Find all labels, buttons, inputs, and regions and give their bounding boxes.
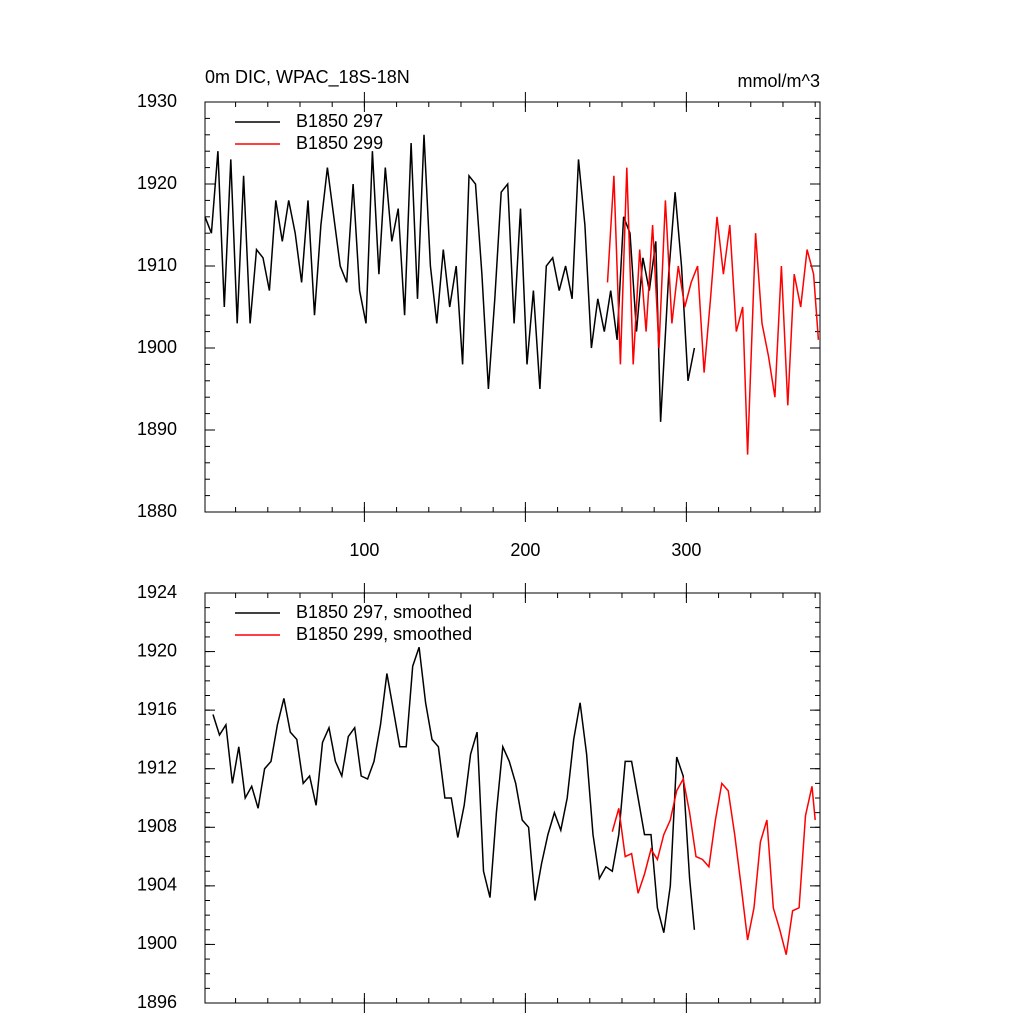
y-tick-label: 1910 <box>137 255 177 275</box>
y-tick-label: 1924 <box>137 582 177 602</box>
y-tick-label: 1890 <box>137 419 177 439</box>
x-tick-label: 100 <box>349 540 379 560</box>
plot-frame <box>204 101 821 513</box>
chart-title: 0m DIC, WPAC_18S-18N <box>205 67 410 88</box>
data-line <box>212 646 696 933</box>
x-tick-label: 200 <box>510 540 540 560</box>
y-tick-label: 1916 <box>137 699 177 719</box>
data-line <box>611 776 816 955</box>
y-tick-label: 1912 <box>137 757 177 777</box>
y-tick-label: 1908 <box>137 816 177 836</box>
y-tick-label: 1920 <box>137 640 177 660</box>
legend-label: B1850 299 <box>296 133 383 153</box>
x-tick-label: 300 <box>671 540 701 560</box>
data-line <box>204 134 696 422</box>
y-tick-label: 1920 <box>137 173 177 193</box>
units-label: mmol/m^3 <box>738 71 820 91</box>
y-tick-label: 1900 <box>137 933 177 953</box>
y-tick-label: 1904 <box>137 875 177 895</box>
legend-label: B1850 299, smoothed <box>296 624 472 644</box>
y-tick-label: 1896 <box>137 992 177 1012</box>
y-tick-label: 1900 <box>137 337 177 357</box>
y-tick-label: 1880 <box>137 501 177 521</box>
plot-frame <box>204 592 821 1004</box>
legend-label: B1850 297, smoothed <box>296 602 472 622</box>
data-line <box>606 167 820 455</box>
y-tick-label: 1930 <box>137 91 177 111</box>
legend-label: B1850 297 <box>296 111 383 131</box>
